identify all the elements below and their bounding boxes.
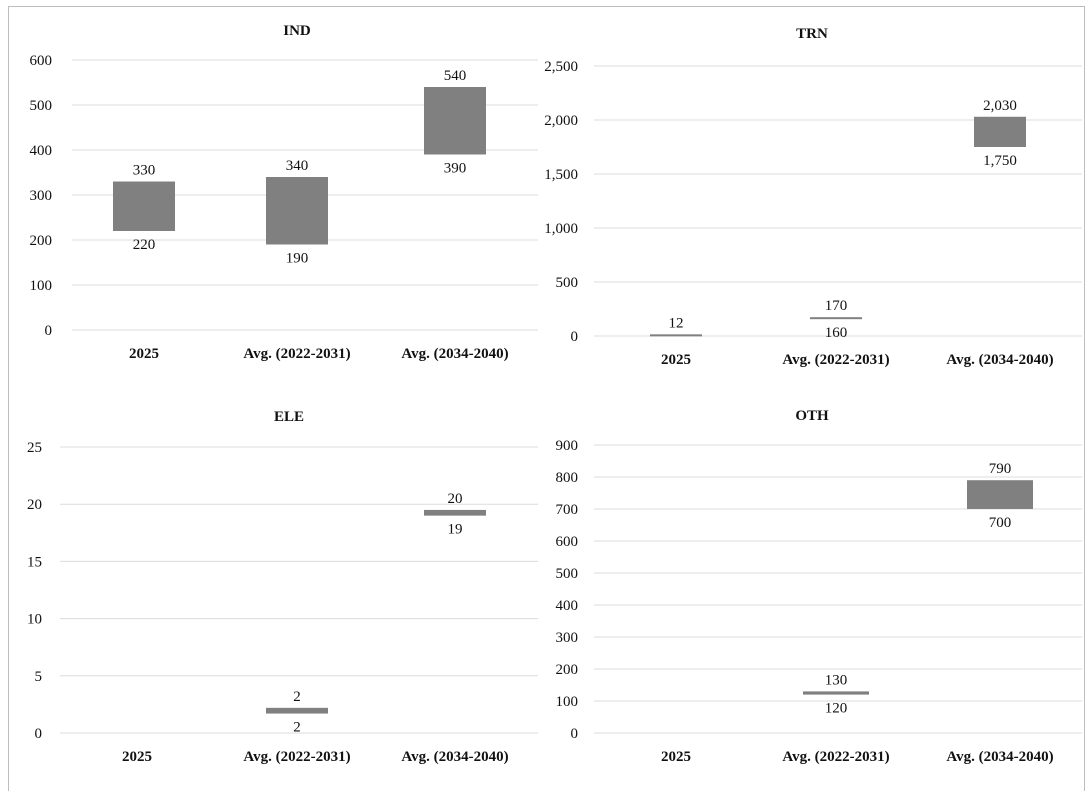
chart-title: ELE	[274, 409, 304, 425]
x-category-label: Avg. (2034-2040)	[401, 346, 508, 362]
y-tick-label: 300	[556, 630, 579, 646]
chart-panel-oth: OTH 0 100 200 300 400 500 600 700 800 900 2025 Avg. …	[556, 408, 1082, 765]
range-bar	[113, 181, 175, 231]
range-bar	[650, 334, 702, 337]
x-category-label: Avg. (2022-2031)	[243, 749, 350, 765]
y-tick-label: 400	[30, 143, 53, 159]
y-tick-label: 10	[27, 612, 42, 628]
y-tick-label: 800	[556, 470, 579, 486]
range-bar	[974, 116, 1026, 147]
y-tick-label: 1,000	[544, 221, 578, 237]
chart-panel-ind: IND 0 100 200 300 400 500 600 2025 Avg. (2022-203…	[30, 23, 538, 362]
range-bar	[266, 707, 328, 714]
x-category-label: 2025	[661, 749, 691, 765]
data-label-high: 170	[825, 298, 848, 314]
y-tick-label: 0	[571, 726, 579, 742]
chart-panel-trn: TRN 0 500 1,000 1,500 2,000 2,500 2025 Avg. (202…	[544, 26, 1082, 368]
data-label-high: 130	[825, 672, 848, 688]
data-label-low: 1,750	[983, 153, 1017, 169]
data-label-low: 220	[133, 237, 156, 253]
x-category-label: 2025	[661, 352, 691, 368]
x-category-label: Avg. (2034-2040)	[946, 352, 1053, 368]
y-tick-label: 200	[556, 662, 579, 678]
y-tick-label: 1,500	[544, 167, 578, 183]
data-label-high: 540	[444, 68, 467, 84]
data-label-low: 700	[989, 515, 1012, 531]
y-tick-label: 600	[30, 53, 53, 69]
y-tick-label: 15	[27, 554, 42, 570]
y-tick-label: 500	[30, 98, 53, 114]
y-tick-label: 0	[45, 323, 53, 339]
x-category-label: 2025	[122, 749, 152, 765]
range-bar	[810, 317, 862, 320]
y-tick-label: 100	[556, 694, 579, 710]
y-tick-label: 300	[30, 188, 53, 204]
data-label-high: 12	[669, 315, 684, 331]
x-category-label: Avg. (2022-2031)	[243, 346, 350, 362]
data-label-high: 20	[448, 491, 463, 507]
range-bar	[424, 87, 486, 155]
x-category-label: Avg. (2034-2040)	[946, 749, 1053, 765]
data-label-low: 190	[286, 251, 309, 267]
y-tick-label: 100	[30, 278, 53, 294]
data-label-high: 2,030	[983, 98, 1017, 114]
y-tick-label: 2,000	[544, 113, 578, 129]
chart-title: IND	[283, 23, 311, 39]
y-tick-label: 20	[27, 497, 42, 513]
range-bar	[803, 691, 869, 695]
data-label-high: 2	[293, 689, 301, 705]
y-tick-label: 600	[556, 534, 579, 550]
data-label-low: 19	[448, 522, 463, 538]
y-tick-label: 0	[571, 329, 579, 345]
chart-title: OTH	[795, 408, 829, 424]
data-label-low: 120	[825, 701, 848, 717]
y-tick-label: 5	[35, 669, 43, 685]
data-label-low: 2	[293, 720, 301, 736]
data-label-high: 340	[286, 158, 309, 174]
y-tick-label: 700	[556, 502, 579, 518]
y-tick-label: 0	[35, 726, 43, 742]
x-category-label: Avg. (2022-2031)	[782, 352, 889, 368]
x-category-label: Avg. (2034-2040)	[401, 749, 508, 765]
data-label-high: 790	[989, 461, 1012, 477]
data-label-high: 330	[133, 163, 156, 179]
range-bar	[266, 177, 328, 245]
y-tick-label: 900	[556, 438, 579, 454]
y-tick-label: 25	[27, 440, 42, 456]
y-tick-label: 500	[556, 566, 579, 582]
y-tick-label: 200	[30, 233, 53, 249]
y-tick-label: 500	[556, 275, 579, 291]
y-tick-label: 2,500	[544, 59, 578, 75]
data-label-low: 390	[444, 161, 467, 177]
x-category-label: 2025	[129, 346, 159, 362]
data-label-low: 160	[825, 325, 848, 341]
y-tick-label: 400	[556, 598, 579, 614]
range-bar	[967, 480, 1033, 509]
figure-frame	[8, 6, 1085, 791]
x-category-label: Avg. (2022-2031)	[782, 749, 889, 765]
chart-title: TRN	[796, 26, 828, 42]
range-bar	[424, 509, 486, 516]
